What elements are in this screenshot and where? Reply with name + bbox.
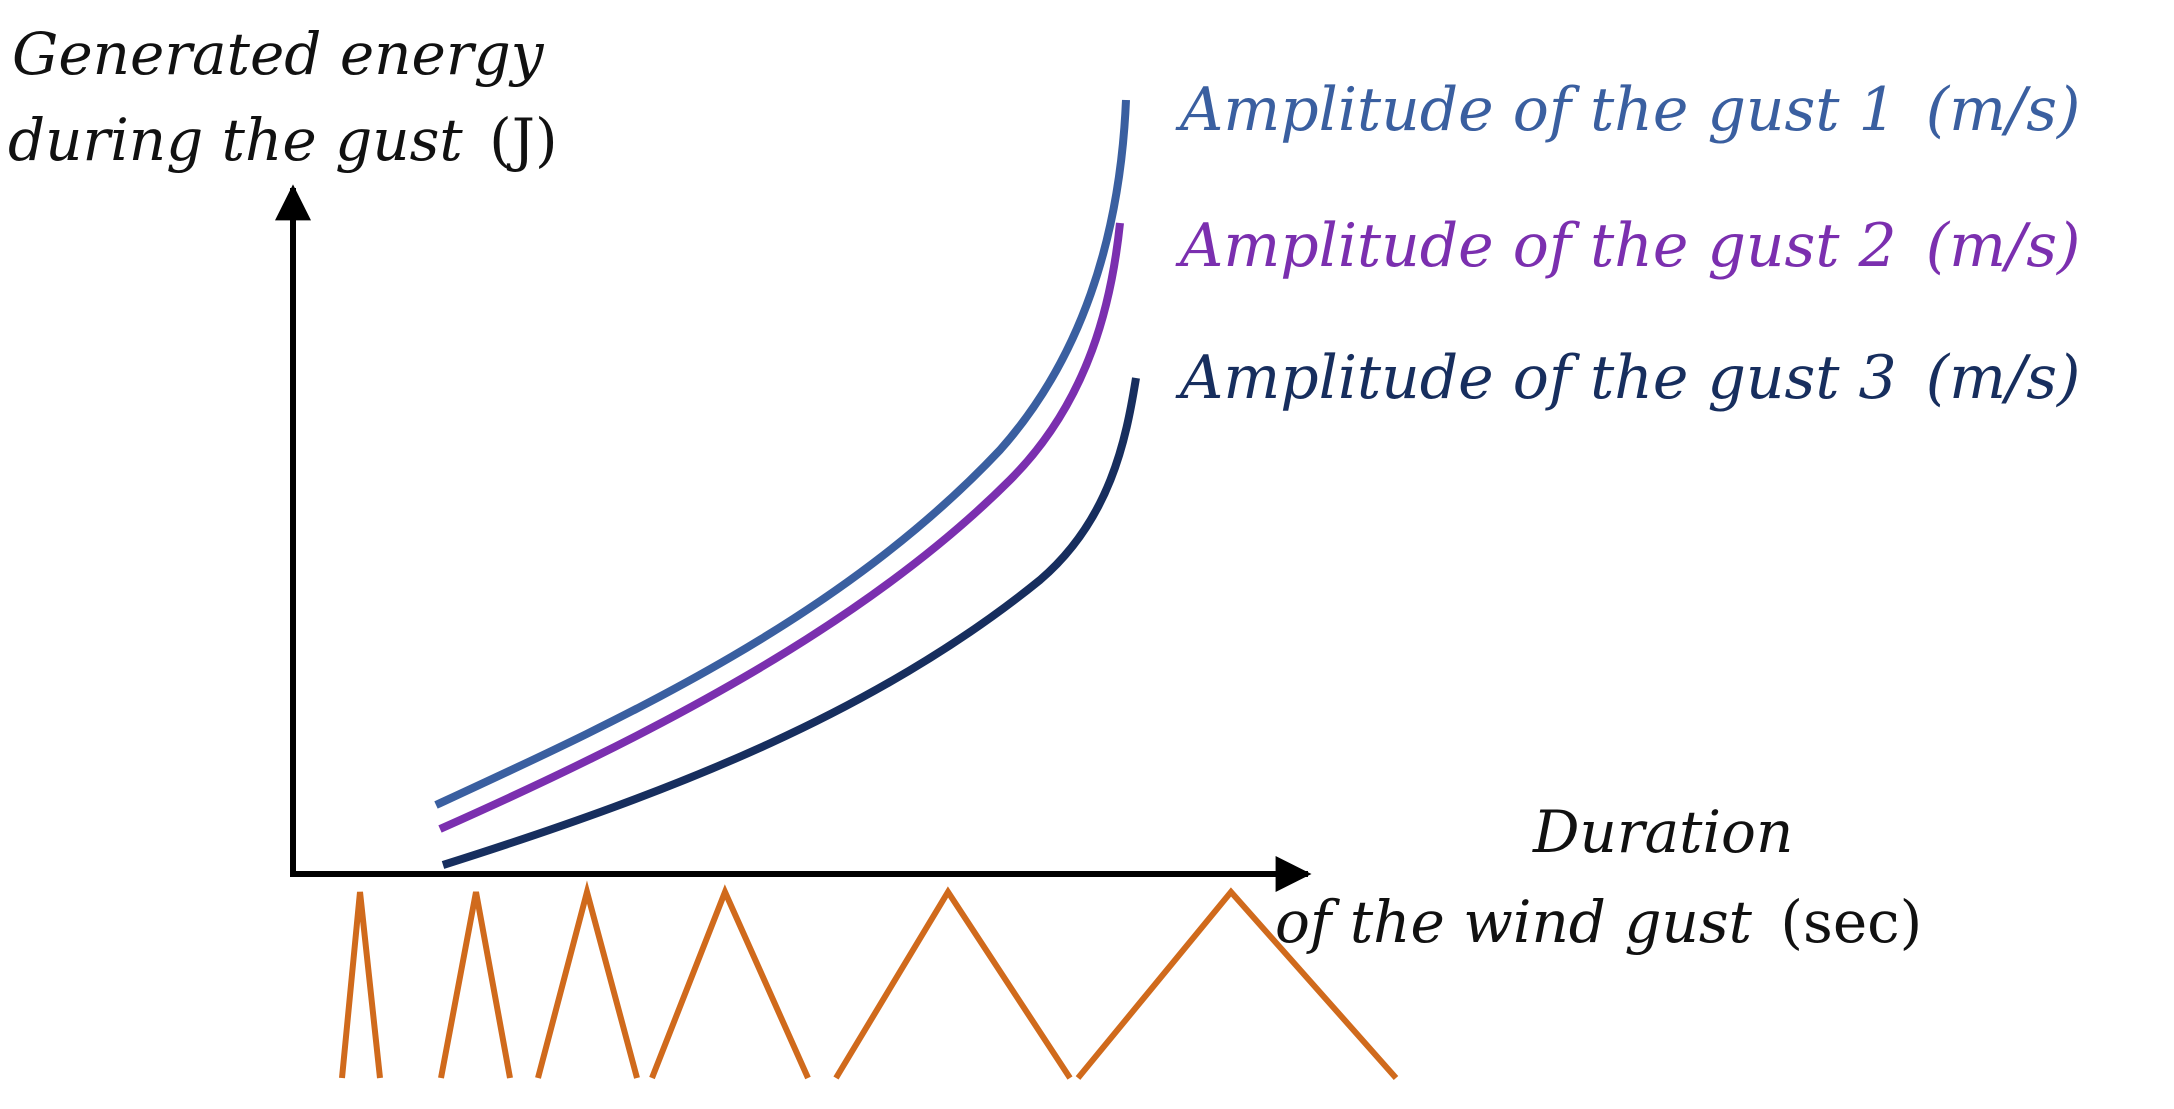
- curve-label-gust-2-unit: (m/s): [1926, 211, 2081, 281]
- x-axis-label-line2: of the wind gust (sec): [1275, 888, 1922, 956]
- y-axis-unit: (J): [489, 106, 558, 174]
- x-axis-label-line1: Duration: [1532, 798, 1793, 866]
- gust-pulse-2: [438, 891, 513, 1079]
- curve-label-gust-1: Amplitude of the gust 1 (m/s): [1175, 75, 2080, 145]
- curve-gust-3: [441, 377, 1140, 869]
- curve-label-gust-3: Amplitude of the gust 3 (m/s): [1175, 343, 2080, 413]
- x-axis-unit: (sec): [1780, 888, 1922, 956]
- gust-pulse-5: [833, 886, 1073, 1080]
- curve-label-gust-1-unit: (m/s): [1926, 75, 2081, 145]
- curve-label-gust-3-unit: (m/s): [1926, 343, 2081, 413]
- x-axis-label-text: of the wind gust: [1275, 888, 1753, 956]
- gust-pulse-6: [1075, 887, 1399, 1080]
- gust-pulse-3: [535, 880, 640, 1079]
- curve-label-gust-2-text: Amplitude of the gust 2: [1175, 211, 1897, 281]
- curve-gust-1: [434, 99, 1130, 809]
- y-axis-label-text: during the gust: [8, 106, 463, 174]
- curve-label-gust-3-text: Amplitude of the gust 3: [1175, 343, 1897, 413]
- gust-pulse-4: [649, 884, 811, 1080]
- gust-pulse-1: [339, 891, 383, 1079]
- curve-gust-2: [438, 222, 1124, 833]
- gust-pulses: [339, 880, 1399, 1080]
- y-axis-label-line2: during the gust (J): [8, 106, 558, 174]
- curve-label-gust-2: Amplitude of the gust 2 (m/s): [1175, 211, 2080, 281]
- y-axis-label-line1: Generated energy: [12, 20, 545, 88]
- curve-label-gust-1-text: Amplitude of the gust 1: [1175, 75, 1897, 145]
